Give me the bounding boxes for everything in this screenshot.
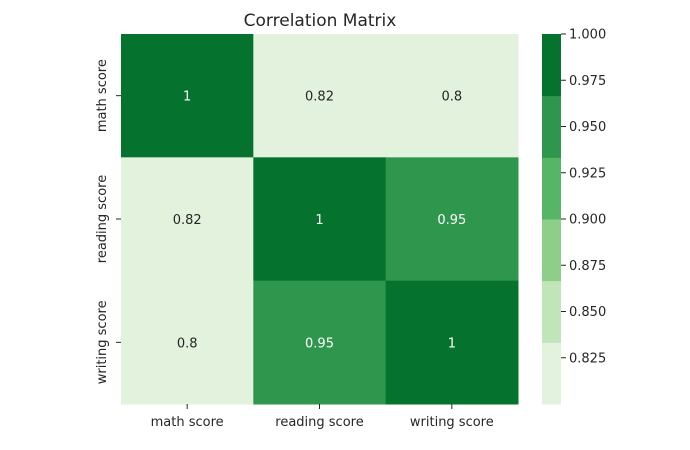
colorbar-band-4 <box>542 157 561 220</box>
colorbar-tick-label: 1.000 <box>569 28 606 43</box>
colorbar-tick-label: 0.900 <box>569 213 606 228</box>
heatmap-cell-2-1 <box>121 157 254 282</box>
cell-value-label: 1 <box>315 213 323 228</box>
cell-value-label: 0.95 <box>437 213 466 228</box>
cell-value-label: 0.82 <box>305 90 334 105</box>
heatmap-cell-2-2 <box>253 157 387 282</box>
colorbar-tick-label: 0.875 <box>569 259 606 274</box>
cell-value-label: 0.8 <box>441 90 462 105</box>
cell-value-label: 0.82 <box>173 213 202 228</box>
colorbar-tick-label: 0.950 <box>569 120 606 135</box>
chart-title: Correlation Matrix <box>244 11 397 31</box>
y-tick-label: writing score <box>95 300 110 384</box>
colorbar-tick-label: 0.825 <box>569 351 606 366</box>
colorbar-band-2 <box>542 280 561 343</box>
heatmap-cell-2-3 <box>385 157 519 282</box>
colorbar-band-5 <box>542 95 561 158</box>
colorbar-band-6 <box>542 34 561 97</box>
heatmap-cells <box>121 34 519 405</box>
heatmap-cell-3-1 <box>121 280 254 405</box>
x-tick-label: math score <box>151 415 224 430</box>
heatmap-cell-3-2 <box>253 280 387 405</box>
heatmap-cell-3-3 <box>385 280 519 405</box>
heatmap-cell-1-2 <box>253 34 387 158</box>
colorbar-tick-label: 0.925 <box>569 166 606 181</box>
cell-value-label: 1 <box>448 336 456 351</box>
heatmap-cell-1-3 <box>385 34 519 158</box>
x-tick-label: reading score <box>275 415 363 430</box>
cell-value-label: 0.8 <box>177 336 198 351</box>
x-axis: math score reading score writing score <box>151 404 494 430</box>
cell-value-label: 0.95 <box>305 336 334 351</box>
heatmap-cell-1-1 <box>121 34 254 158</box>
colorbar-band-3 <box>542 219 561 282</box>
x-tick-label: writing score <box>410 415 494 430</box>
y-tick-label: math score <box>95 59 110 132</box>
cell-value-label: 1 <box>183 90 191 105</box>
colorbar-tick-label: 0.850 <box>569 305 606 320</box>
colorbar-band-1 <box>542 342 561 405</box>
heatmap-cell-labels: 1 0.82 0.8 0.82 1 0.95 0.8 0.95 1 <box>173 90 467 352</box>
colorbar: 0.825 0.850 0.875 0.900 0.925 0.950 0.975 1.000 <box>542 28 606 405</box>
y-tick-label: reading score <box>95 175 110 263</box>
y-axis: math score reading score writing score <box>95 59 121 384</box>
colorbar-tick-label: 0.975 <box>569 74 606 89</box>
